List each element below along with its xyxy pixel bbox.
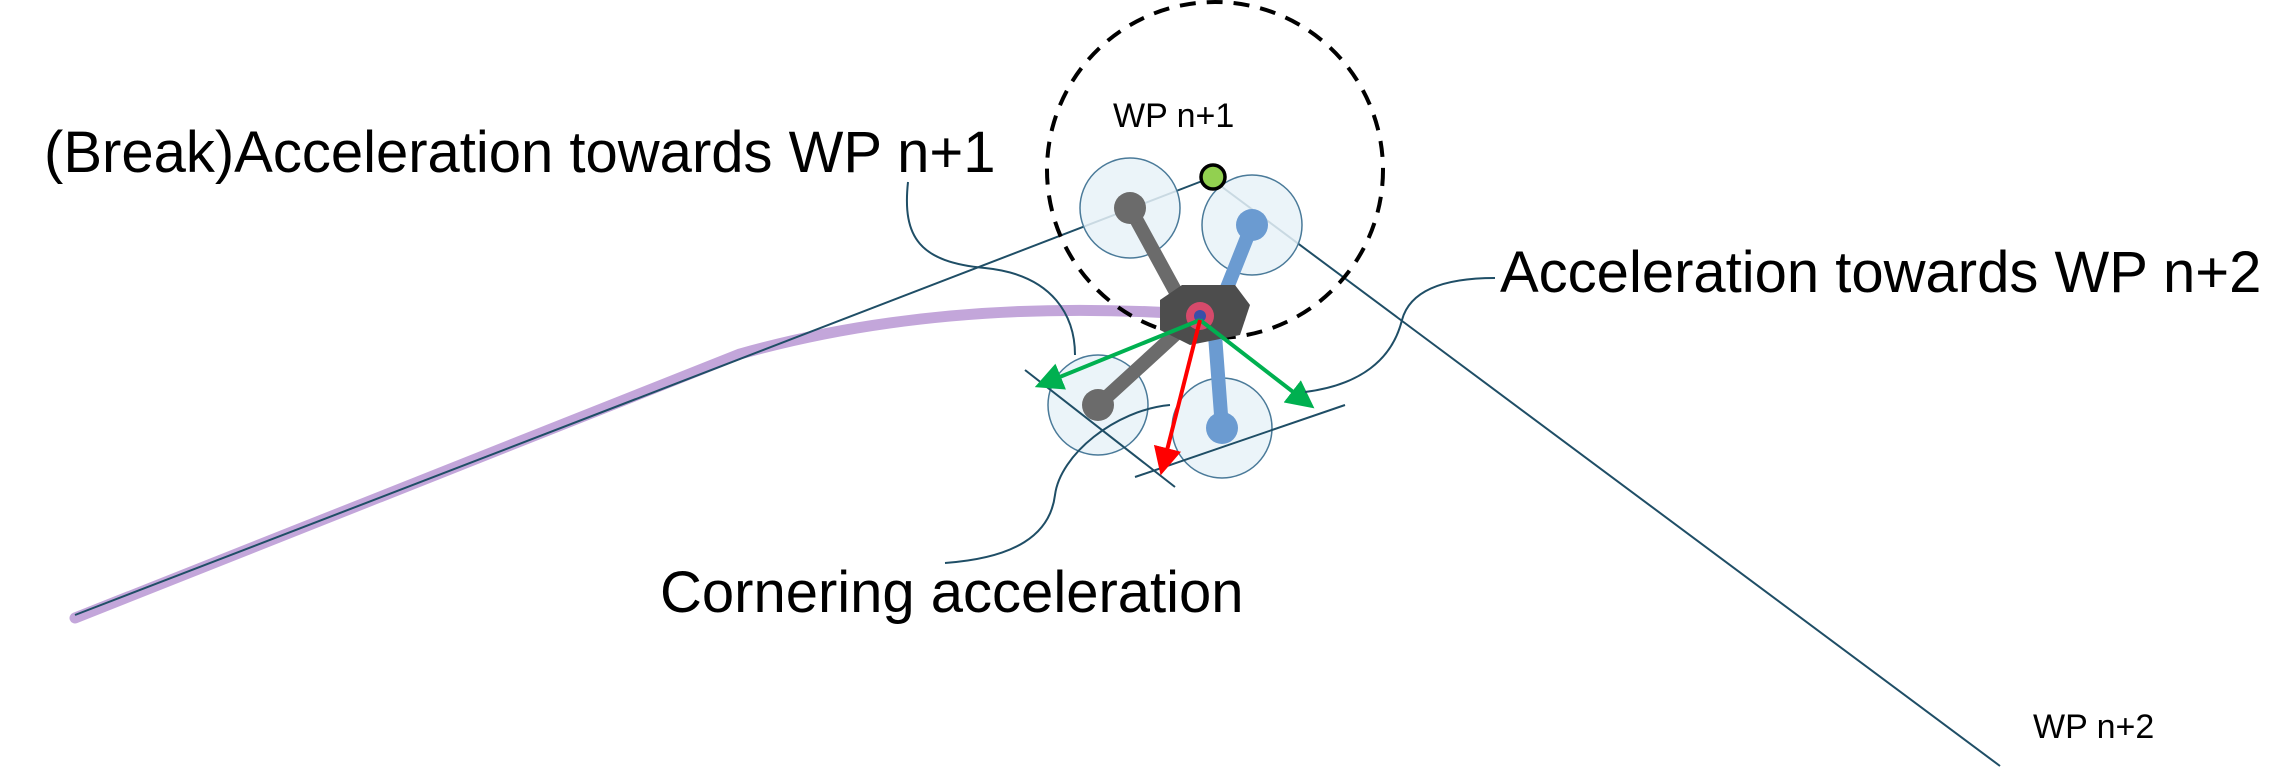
cornering-acceleration-label: Cornering acceleration [660, 560, 1244, 625]
accel-wp-n2-arrow [1198, 318, 1315, 409]
waypoint-radius-circle [1045, 0, 1385, 340]
brake-acceleration-arrow [1034, 318, 1201, 390]
accel-wp-n2-label: Acceleration towards WP n+2 [1500, 240, 2261, 305]
motor-rear-left [1082, 389, 1114, 421]
motor-front-right [1236, 209, 1268, 241]
drone-center-dot [1194, 310, 1206, 322]
motor-rear-right [1206, 412, 1238, 444]
waypoint-n1-marker [1199, 163, 1227, 191]
brake-acceleration-label: (Break)Acceleration towards WP n+1 [44, 120, 996, 185]
motor-front-left [1114, 192, 1146, 224]
waypoint-n2-label: WP n+2 [2033, 708, 2154, 746]
callout-leader-brake [906, 181, 1076, 356]
waypoint-n1-label: WP n+1 [1113, 97, 1234, 135]
path-segment-to-wp-n2 [1209, 177, 2001, 767]
callout-leader-cornering [944, 404, 1171, 564]
arm-rear-left [1091, 323, 1187, 412]
callout-leader-wp-n2 [1304, 277, 1496, 393]
cornering-acceleration-arrow [1153, 319, 1202, 476]
path-segment-to-wp-n1 [74, 177, 1211, 616]
